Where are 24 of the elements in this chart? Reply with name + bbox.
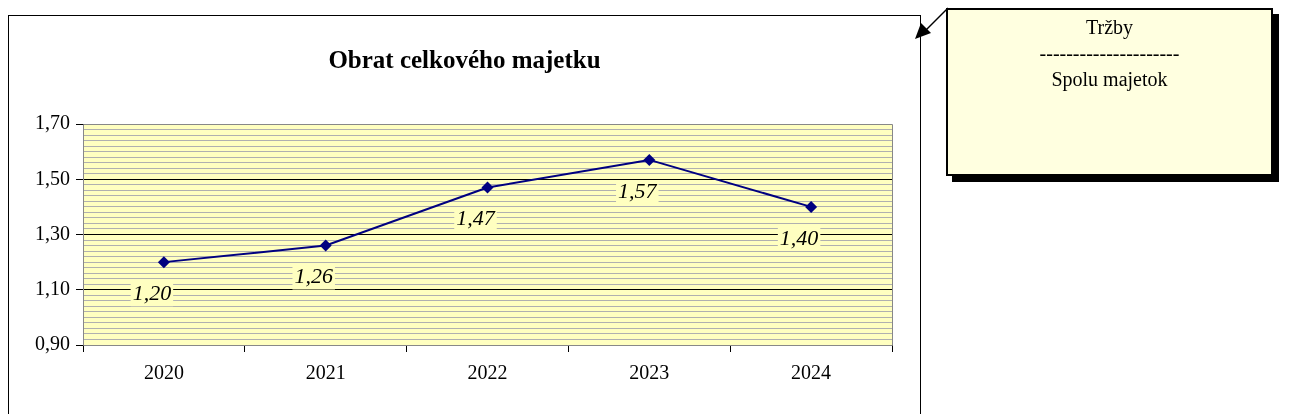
text: Tržby (1084, 15, 1135, 40)
x-tick-label: 2024 (791, 361, 832, 384)
y-tick-label: 0,90 (35, 332, 70, 355)
x-tick-label: 2021 (305, 361, 346, 384)
text: Spolu majetok (1050, 67, 1169, 92)
y-tick-label: 1,30 (35, 221, 70, 244)
point (157, 256, 170, 269)
x-tick-label: 2020 (143, 361, 184, 384)
chart-title: Obrat celkového majetku (327, 46, 602, 74)
point (319, 239, 332, 252)
data-label: 1,57 (618, 177, 658, 203)
y-tick-label: 1,70 (35, 111, 70, 134)
data-label: 1,20 (132, 279, 172, 305)
data-label: 1,40 (779, 224, 819, 250)
point (643, 153, 656, 166)
point (805, 200, 818, 213)
x-tick-label: 2022 (467, 361, 508, 384)
text: --------------------- (1038, 41, 1181, 66)
x-tick-label: 2023 (629, 361, 670, 384)
point (481, 181, 494, 194)
y-tick-label: 1,50 (35, 166, 70, 189)
y-tick-label: 1,10 (35, 277, 70, 299)
data-label: 1,26 (294, 263, 333, 289)
data-label: 1,47 (456, 205, 496, 231)
